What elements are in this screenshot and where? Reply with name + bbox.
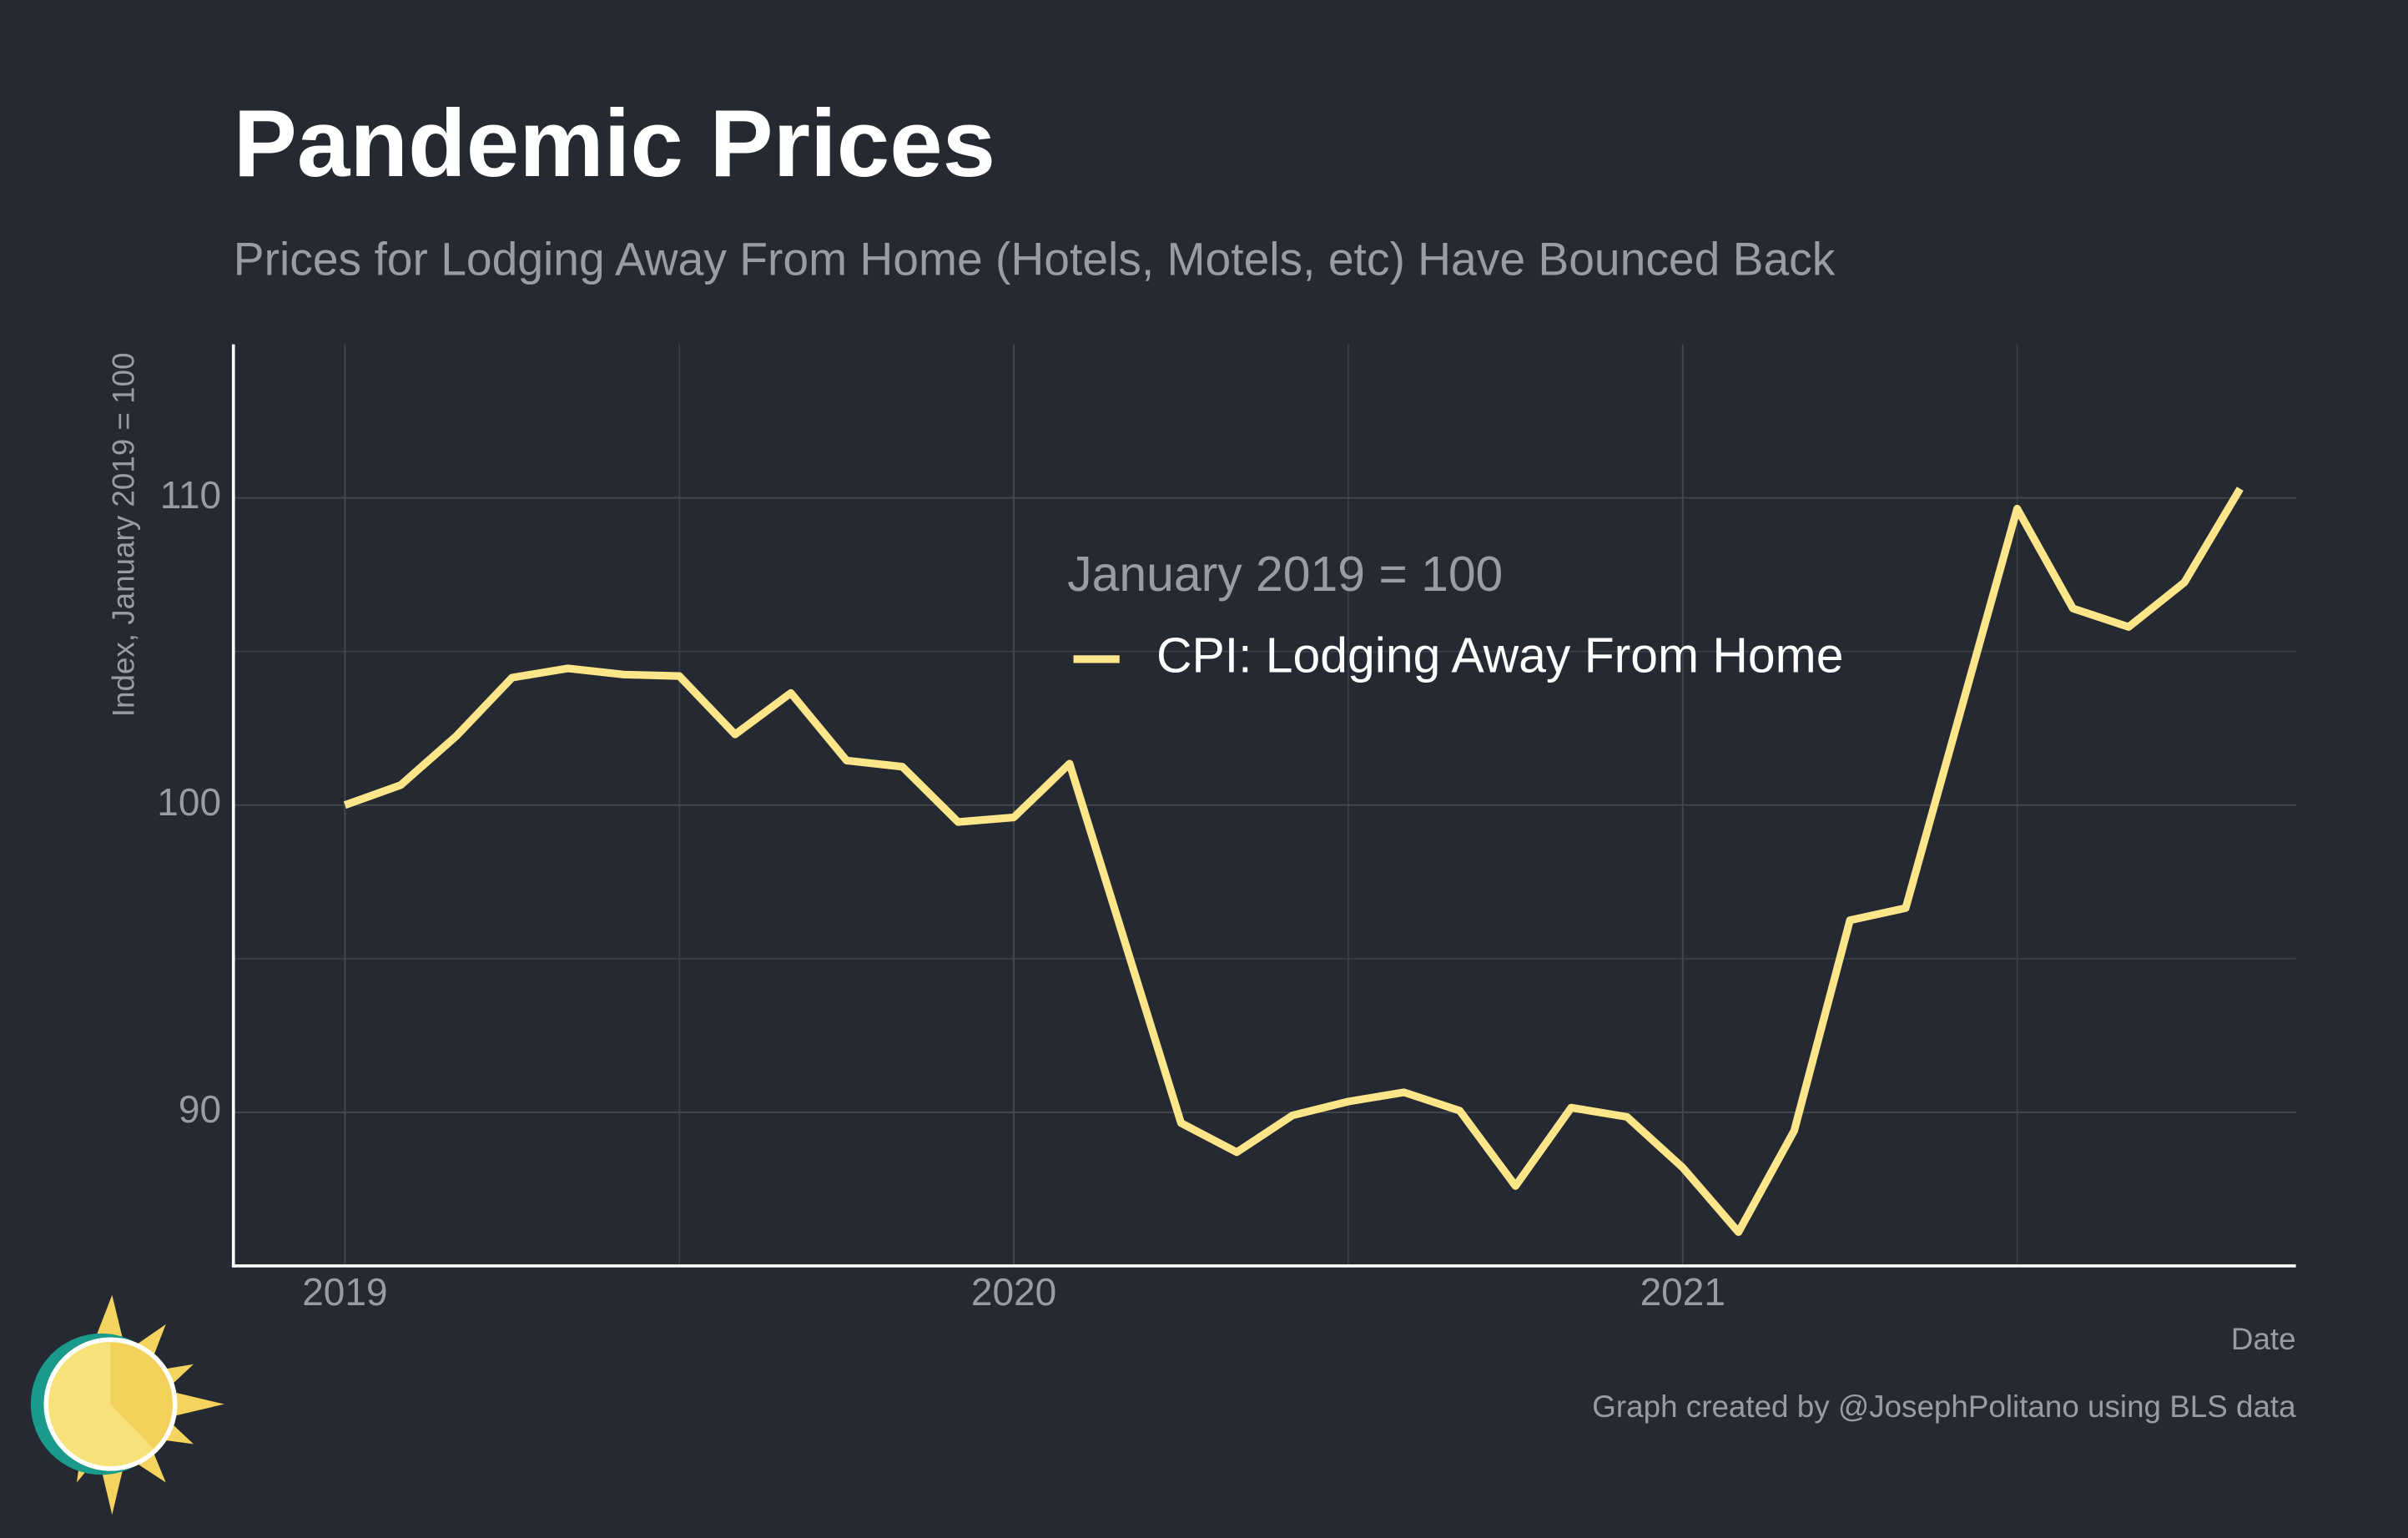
caption: Graph created by @JosephPolitano using B… bbox=[1592, 1389, 2296, 1424]
x-axis-title: Date bbox=[2231, 1322, 2296, 1356]
plot-area: 90 100 110 2019 2020 2021 January 2019 = 100 CP… bbox=[157, 344, 2296, 1314]
data-line bbox=[343, 487, 2244, 1237]
chart-subtitle: Prices for Lodging Away From Home (Hotel… bbox=[234, 234, 1836, 285]
x-tick-label: 2021 bbox=[1640, 1270, 1725, 1314]
y-tick-label: 110 bbox=[160, 473, 221, 517]
chart-title: Pandemic Prices bbox=[234, 91, 995, 197]
legend-title: January 2019 = 100 bbox=[1067, 547, 1503, 602]
y-tick-label: 90 bbox=[179, 1087, 221, 1131]
x-tick-label: 2019 bbox=[302, 1270, 387, 1314]
legend-label: CPI: Lodging Away From Home bbox=[1156, 628, 1844, 683]
x-tick-label: 2020 bbox=[971, 1270, 1056, 1314]
y-tick-label: 100 bbox=[157, 780, 221, 824]
logo bbox=[30, 1294, 224, 1515]
y-axis-title: Index, January 2019 = 100 bbox=[107, 352, 141, 717]
